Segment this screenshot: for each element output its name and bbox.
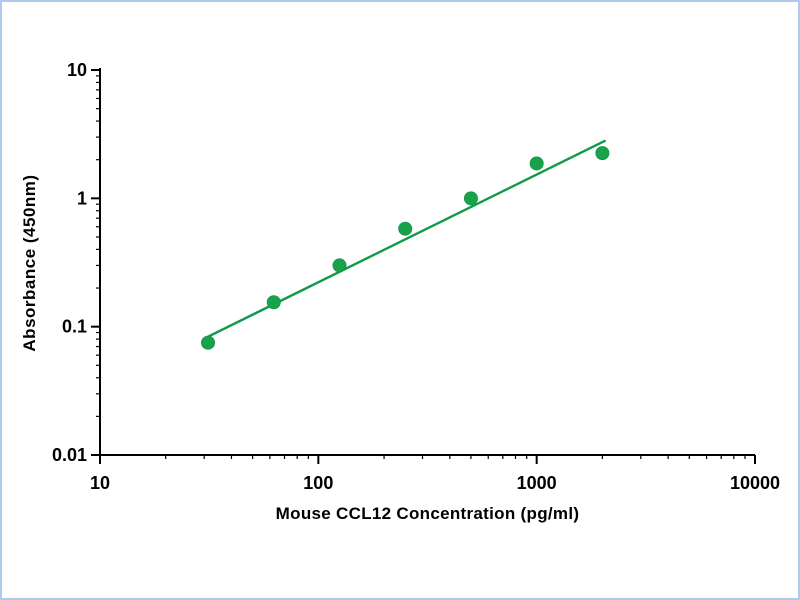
data-point (529, 156, 544, 171)
x-tick-label: 10000 (730, 473, 780, 493)
data-point (463, 191, 478, 206)
data-point (332, 258, 347, 273)
y-axis-label: Absorbance (450nm) (20, 174, 39, 352)
y-tick-label: 10 (67, 60, 87, 80)
y-tick-label: 0.1 (62, 317, 87, 337)
data-point (201, 335, 216, 350)
y-tick-label: 1 (77, 188, 87, 208)
x-axis-label: Mouse CCL12 Concentration (pg/ml) (275, 504, 580, 523)
data-point (398, 221, 413, 236)
x-tick-label: 10 (90, 473, 110, 493)
data-point (595, 146, 610, 161)
x-tick-label: 1000 (517, 473, 557, 493)
trend-line (206, 139, 606, 339)
data-point (266, 295, 281, 310)
y-tick-label: 0.01 (52, 445, 87, 465)
x-tick-label: 100 (303, 473, 333, 493)
